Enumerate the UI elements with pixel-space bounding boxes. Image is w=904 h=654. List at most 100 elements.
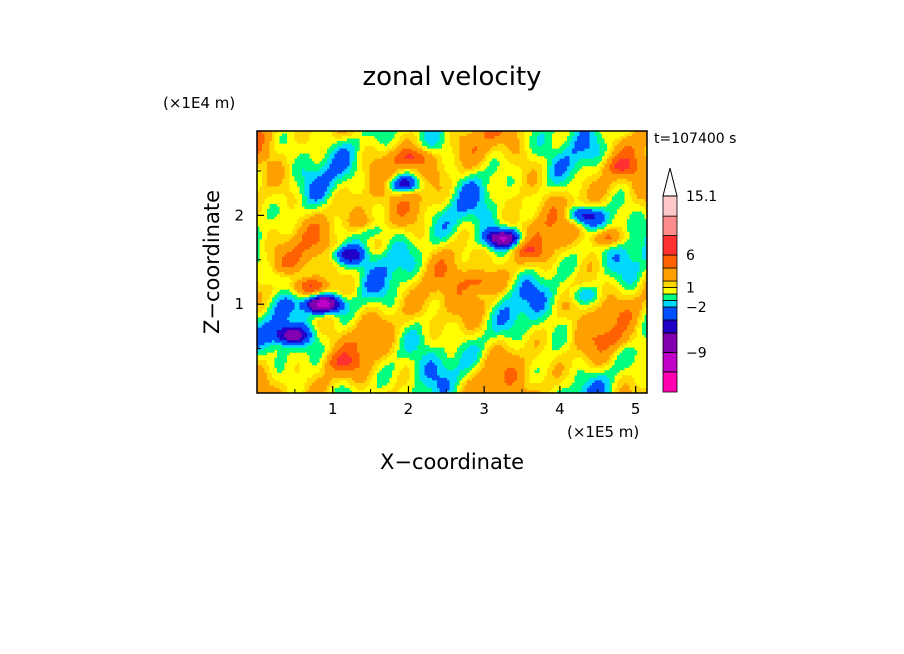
field-cell <box>629 199 633 202</box>
field-cell <box>309 178 313 182</box>
field-cell <box>297 204 300 207</box>
field-cell <box>592 199 595 202</box>
field-cell <box>597 206 600 210</box>
field-cell <box>494 191 498 195</box>
field-cell <box>477 176 480 180</box>
field-cell <box>357 196 360 200</box>
field-cell <box>309 166 313 170</box>
field-cell <box>559 173 563 177</box>
field-cell <box>549 171 553 175</box>
field-cell <box>429 176 433 180</box>
field-cell <box>597 133 600 137</box>
field-cell <box>559 156 563 160</box>
field-cell <box>507 173 510 177</box>
field-cell <box>387 161 390 165</box>
field-cell <box>384 191 388 195</box>
field-cell <box>387 178 390 182</box>
field-cell <box>357 178 360 182</box>
field-cell <box>567 186 570 190</box>
field-cell <box>609 133 613 137</box>
field-cell <box>629 186 633 190</box>
field-cell <box>339 199 343 202</box>
field-cell <box>322 166 325 170</box>
field-cell <box>639 161 643 165</box>
field-cell <box>469 186 473 190</box>
field-cell <box>419 161 423 165</box>
field-cell <box>484 201 488 205</box>
field-cell <box>457 141 460 144</box>
field-cell <box>599 206 603 210</box>
field-cell <box>359 186 363 190</box>
field-cell <box>402 161 405 165</box>
field-cell <box>497 186 500 190</box>
field-cell <box>362 201 365 205</box>
field-cell <box>409 188 413 192</box>
field-cell <box>384 176 388 180</box>
field-cell <box>627 206 630 210</box>
field-cell <box>277 183 280 187</box>
field-cell <box>459 183 463 187</box>
field-cell <box>462 131 465 134</box>
field-cell <box>439 196 443 200</box>
field-cell <box>264 138 268 142</box>
field-cell <box>342 204 345 207</box>
field-cell <box>524 191 528 195</box>
field-cell <box>547 168 550 172</box>
field-cell <box>389 206 393 210</box>
field-cell <box>562 206 565 210</box>
field-cell <box>574 143 578 147</box>
field-cell <box>339 201 343 205</box>
field-cell <box>259 206 263 210</box>
field-cell <box>302 171 305 175</box>
field-cell <box>504 178 508 182</box>
field-cell <box>392 186 395 190</box>
field-cell <box>499 196 503 200</box>
field-cell <box>554 131 558 134</box>
field-cell <box>369 206 373 210</box>
field-cell <box>517 151 520 155</box>
field-cell <box>452 161 455 165</box>
field-cell <box>307 199 310 202</box>
field-cell <box>424 131 428 134</box>
field-cell <box>529 181 533 185</box>
field-cell <box>627 143 630 147</box>
field-cell <box>532 133 535 137</box>
field-cell <box>372 136 375 139</box>
field-cell <box>627 158 630 162</box>
field-cell <box>427 206 430 210</box>
field-cell <box>497 133 500 137</box>
field-cell <box>392 161 395 165</box>
field-cell <box>557 138 560 142</box>
field-cell <box>297 186 300 190</box>
field-cell <box>622 166 625 170</box>
field-cell <box>264 133 268 137</box>
field-cell <box>454 153 458 157</box>
field-cell <box>299 181 303 185</box>
field-cell <box>449 156 453 160</box>
field-cell <box>592 173 595 177</box>
field-cell <box>532 143 535 147</box>
field-cell <box>457 151 460 155</box>
field-cell <box>324 136 328 139</box>
field-cell <box>517 204 520 207</box>
field-cell <box>357 153 360 157</box>
field-cell <box>622 148 625 152</box>
field-cell <box>629 163 633 167</box>
field-cell <box>564 153 568 157</box>
field-cell <box>602 166 605 170</box>
field-cell <box>632 168 635 172</box>
field-cell <box>477 181 480 185</box>
field-cell <box>382 143 385 147</box>
field-cell <box>349 173 353 177</box>
field-cell <box>317 151 320 155</box>
field-cell <box>544 204 548 207</box>
field-cell <box>597 158 600 162</box>
field-cell <box>339 153 343 157</box>
field-cell <box>539 209 543 212</box>
field-cell <box>317 183 320 187</box>
field-cell <box>399 193 403 197</box>
field-cell <box>612 156 615 160</box>
field-cell <box>269 186 273 190</box>
field-cell <box>412 168 415 172</box>
field-cell <box>454 156 458 160</box>
